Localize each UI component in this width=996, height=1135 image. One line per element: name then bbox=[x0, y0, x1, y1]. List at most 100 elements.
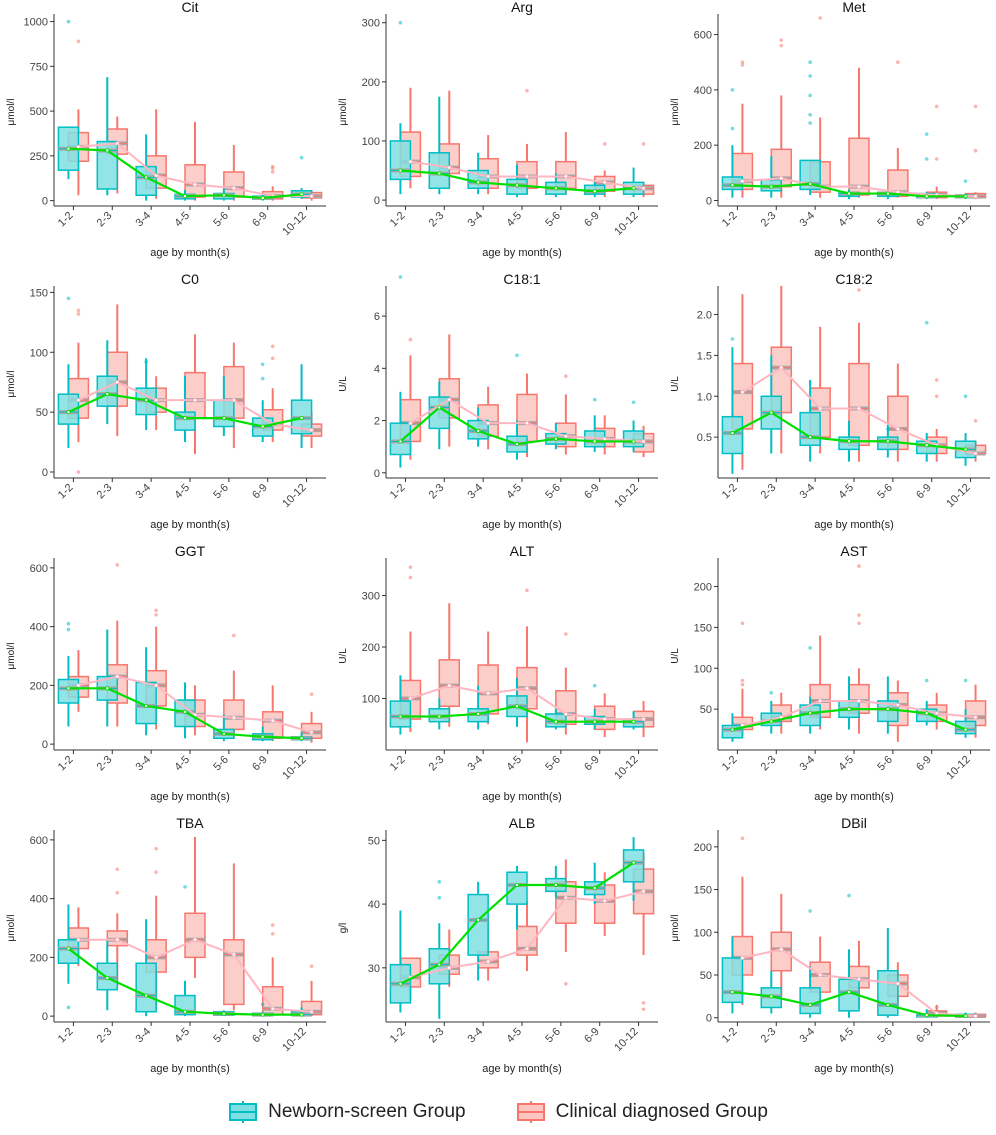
median-point-clinical bbox=[270, 718, 275, 723]
median-point-newborn bbox=[514, 704, 519, 709]
median-point-newborn bbox=[105, 975, 110, 980]
outlier-point-clinical bbox=[76, 308, 81, 313]
median-point-newborn bbox=[631, 860, 636, 865]
chart-panel-11: ALB 30 40 50 g/l 1-2 2-3 3-4 4-5 5-6 6-9 10-12 age b… bbox=[332, 815, 664, 1088]
outlier-point-clinical bbox=[270, 166, 275, 171]
outlier-point-clinical bbox=[154, 613, 158, 617]
x-axis-label: age by month(s) bbox=[482, 247, 561, 259]
chart-panel-10: TBA 0 200 400 600 μmol/l 1-2 2-3 3-4 4-5 5-6 6-9 10-… bbox=[0, 815, 332, 1088]
x-tick-label: 4-5 bbox=[504, 482, 524, 502]
y-tick-label: 100 bbox=[694, 663, 712, 675]
x-tick-label: 4-5 bbox=[504, 1026, 524, 1046]
box-clinical bbox=[184, 164, 206, 198]
median-point-clinical bbox=[76, 398, 81, 403]
median-point-clinical bbox=[447, 165, 452, 170]
median-point-newborn bbox=[592, 189, 597, 194]
y-tick-label: 250 bbox=[30, 151, 48, 163]
box-newborn bbox=[838, 436, 860, 451]
outlier-point-newborn bbox=[963, 179, 968, 183]
legend-swatch-clinical bbox=[516, 1101, 545, 1123]
y-tick-label: 1.0 bbox=[697, 391, 712, 403]
median-point-clinical bbox=[641, 439, 646, 444]
x-tick-label: 2-3 bbox=[427, 754, 447, 774]
y-axis-label: μmol/l bbox=[338, 99, 349, 126]
y-axis-label: μmol/l bbox=[6, 915, 17, 942]
y-axis-label: μmol/l bbox=[6, 99, 17, 126]
median-point-newborn bbox=[808, 1002, 813, 1007]
median-point-newborn bbox=[631, 719, 636, 724]
x-tick-label: 5-6 bbox=[543, 482, 563, 502]
x-tick-label: 2-3 bbox=[427, 482, 447, 502]
x-tick-label: 3-4 bbox=[798, 754, 818, 774]
median-point-clinical bbox=[154, 683, 159, 688]
median-point-clinical bbox=[309, 428, 314, 433]
x-tick-label: 3-4 bbox=[134, 210, 154, 230]
median-point-clinical bbox=[740, 955, 745, 960]
x-tick-label: 4-5 bbox=[836, 1026, 856, 1046]
y-tick-label: 50 bbox=[36, 407, 48, 419]
outlier-point-newborn bbox=[260, 376, 265, 381]
box-newborn bbox=[721, 957, 744, 1004]
x-tick-label: 5-6 bbox=[211, 1026, 231, 1046]
median-point-newborn bbox=[437, 405, 442, 410]
median-point-newborn bbox=[769, 410, 774, 415]
y-tick-label: 200 bbox=[694, 582, 712, 594]
x-tick-label: 6-9 bbox=[914, 1026, 934, 1046]
box-newborn bbox=[877, 969, 899, 1016]
chart-svg-12: DBil 0 50 100 150 200 μmol/l 1-2 2-3 3-4 4-5 5-6 6-9… bbox=[670, 815, 990, 1075]
y-tick-label: 100 bbox=[362, 693, 380, 705]
x-tick-label: 1-2 bbox=[720, 210, 740, 230]
median-point-clinical bbox=[486, 174, 491, 179]
y-tick-label: 150 bbox=[694, 885, 712, 897]
outlier-point-newborn bbox=[260, 362, 265, 367]
box-newborn bbox=[96, 375, 119, 407]
x-tick-label: 4-5 bbox=[172, 1026, 192, 1046]
x-axis-label: age by month(s) bbox=[150, 1063, 229, 1075]
outlier-point-clinical bbox=[270, 923, 275, 927]
x-tick-label: 10-12 bbox=[612, 1026, 640, 1054]
outlier-point-clinical bbox=[76, 312, 81, 316]
y-tick-label: 0 bbox=[374, 468, 380, 480]
outlier-point-clinical bbox=[641, 1007, 646, 1012]
figure-grid: Cit 0 250 500 750 1000 μmol/l 1-2 2-3 3-4 4-5 5-6 6-… bbox=[0, 0, 990, 1088]
median-point-newborn bbox=[846, 707, 851, 712]
outlier-point-clinical bbox=[408, 565, 413, 569]
median-point-clinical bbox=[856, 698, 861, 703]
outlier-point-clinical bbox=[973, 104, 978, 109]
median-point-newborn bbox=[808, 711, 813, 716]
box-newborn bbox=[799, 987, 821, 1015]
median-point-clinical bbox=[154, 955, 159, 960]
median-point-newborn bbox=[885, 439, 890, 444]
x-tick-label: 6-9 bbox=[250, 482, 270, 502]
median-point-clinical bbox=[486, 421, 491, 426]
x-tick-label: 6-9 bbox=[582, 210, 602, 230]
median-point-newborn bbox=[105, 148, 110, 153]
y-axis-label: μmol/l bbox=[6, 643, 17, 670]
x-tick-label: 6-9 bbox=[250, 210, 270, 230]
y-tick-label: 6 bbox=[374, 311, 380, 323]
x-tick-label: 1-2 bbox=[388, 754, 408, 774]
x-tick-label: 2-3 bbox=[95, 482, 115, 502]
x-axis-label: age by month(s) bbox=[482, 791, 561, 803]
box-clinical bbox=[223, 699, 245, 731]
x-tick-label: 3-4 bbox=[466, 482, 486, 502]
chart-svg-6: C18:2 0.5 1.0 1.5 2.0 U/L 1-2 2-3 3-4 4-5 5-6 6-9 10… bbox=[670, 271, 990, 531]
y-tick-label: 200 bbox=[362, 642, 380, 654]
median-point-newborn bbox=[846, 439, 851, 444]
median-point-newborn bbox=[105, 686, 110, 691]
median-point-newborn bbox=[299, 736, 304, 741]
y-tick-label: 0 bbox=[42, 196, 48, 208]
y-tick-label: 50 bbox=[700, 704, 712, 716]
outlier-point-newborn bbox=[808, 93, 812, 98]
x-tick-label: 1-2 bbox=[388, 210, 408, 230]
chart-panel-4: C0 0 50 100 150 μmol/l 1-2 2-3 3-4 4-5 5-6 6-9 10-12… bbox=[0, 271, 332, 544]
median-point-newborn bbox=[476, 918, 481, 923]
y-axis-label: U/L bbox=[338, 648, 349, 664]
x-tick-label: 2-3 bbox=[95, 1026, 115, 1046]
x-axis-label: age by month(s) bbox=[814, 519, 893, 531]
median-point-newborn bbox=[808, 435, 813, 440]
chart-panel-8: ALT 100 200 300 U/L 1-2 2-3 3-4 4-5 5-6 6-9 10-12 ag… bbox=[332, 543, 664, 816]
x-tick-label: 3-4 bbox=[134, 754, 154, 774]
y-tick-label: 0 bbox=[42, 739, 48, 751]
y-tick-label: 100 bbox=[30, 347, 48, 359]
